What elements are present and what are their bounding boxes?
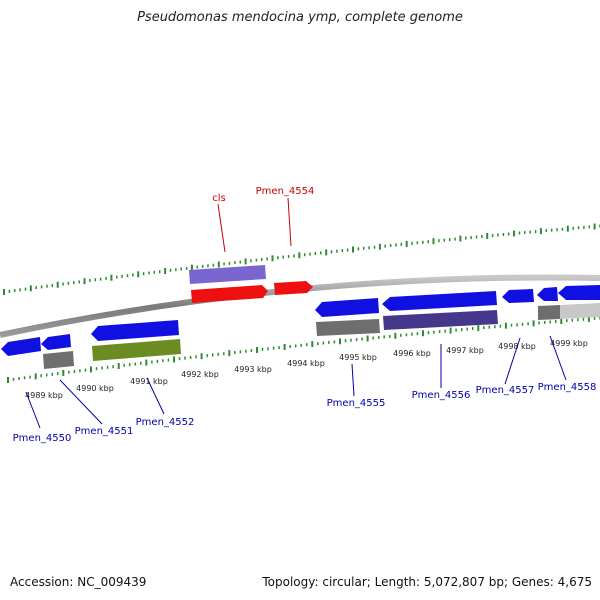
bottom-strand-features xyxy=(43,303,600,369)
pmen-4551-gene-arrow[interactable] xyxy=(41,334,71,350)
gene-label-cls[interactable]: cls xyxy=(212,193,226,204)
pmen-4554-gene-arrow[interactable] xyxy=(274,281,313,295)
pmen-4558-gene-arrow-b[interactable] xyxy=(558,285,600,300)
pmen-4556-gene-arrow[interactable] xyxy=(382,291,497,311)
topology-text: Topology: circular; Length: 5,072,807 bp… xyxy=(262,575,592,589)
scale-label-6: 4995 kbp xyxy=(339,353,377,362)
top-strand-features xyxy=(1,265,600,356)
pmen-4550-gene-arrow[interactable] xyxy=(1,337,41,356)
scale-label-8: 4997 kbp xyxy=(446,346,484,355)
gene-label-pmen-4556[interactable]: Pmen_4556 xyxy=(412,390,471,401)
gene-label-pmen-4550[interactable]: Pmen_4550 xyxy=(13,433,72,444)
pmen-4558-gene-arrow-a[interactable] xyxy=(537,287,558,301)
pmen-4555-gray-feature[interactable] xyxy=(316,319,380,336)
outer-tick-row xyxy=(3,223,600,295)
inner-tick-row xyxy=(7,315,600,383)
scale-label-0: 4989 kbp xyxy=(25,391,63,400)
scale-label-5: 4994 kbp xyxy=(287,359,325,368)
pmen-4557-gene-arrow[interactable] xyxy=(502,289,534,303)
gene-label-pmen-4552[interactable]: Pmen_4552 xyxy=(136,417,195,428)
pmen-4551-gray-feature[interactable] xyxy=(43,351,74,369)
scale-label-7: 4996 kbp xyxy=(393,349,431,358)
scale-label-3: 4992 kbp xyxy=(181,370,219,379)
cls-gene-arrow[interactable] xyxy=(191,285,268,303)
gene-label-pmen-4554[interactable]: Pmen_4554 xyxy=(256,186,315,197)
gene-label-pmen-4557[interactable]: Pmen_4557 xyxy=(476,385,535,396)
gene-label-pmen-4555[interactable]: Pmen_4555 xyxy=(327,398,386,409)
scale-label-10: 4999 kbp xyxy=(550,339,588,348)
map-title: Pseudomonas mendocina ymp, complete geno… xyxy=(137,10,463,25)
accession-text: Accession: NC_009439 xyxy=(10,575,147,589)
pmen-4558-light-feature[interactable] xyxy=(560,303,600,319)
scale-label-1: 4990 kbp xyxy=(76,384,114,393)
pmen-4557-gray-feature[interactable] xyxy=(538,305,560,320)
gene-labels: cls Pmen_4554 Pmen_4550 Pmen_4551 Pmen_4… xyxy=(13,186,597,444)
gene-label-pmen-4558[interactable]: Pmen_4558 xyxy=(538,382,597,393)
gene-label-pmen-4551[interactable]: Pmen_4551 xyxy=(75,426,134,437)
pmen-4555-gene-arrow[interactable] xyxy=(315,298,379,317)
gene-leader-lines xyxy=(25,197,567,429)
pmen-4552-olive-feature[interactable] xyxy=(92,339,181,361)
cls-gene-lavender[interactable] xyxy=(189,265,266,284)
scale-label-4: 4993 kbp xyxy=(234,365,272,374)
pmen-4556-navy-feature[interactable] xyxy=(383,310,498,330)
pmen-4552-gene-arrow[interactable] xyxy=(91,320,179,341)
